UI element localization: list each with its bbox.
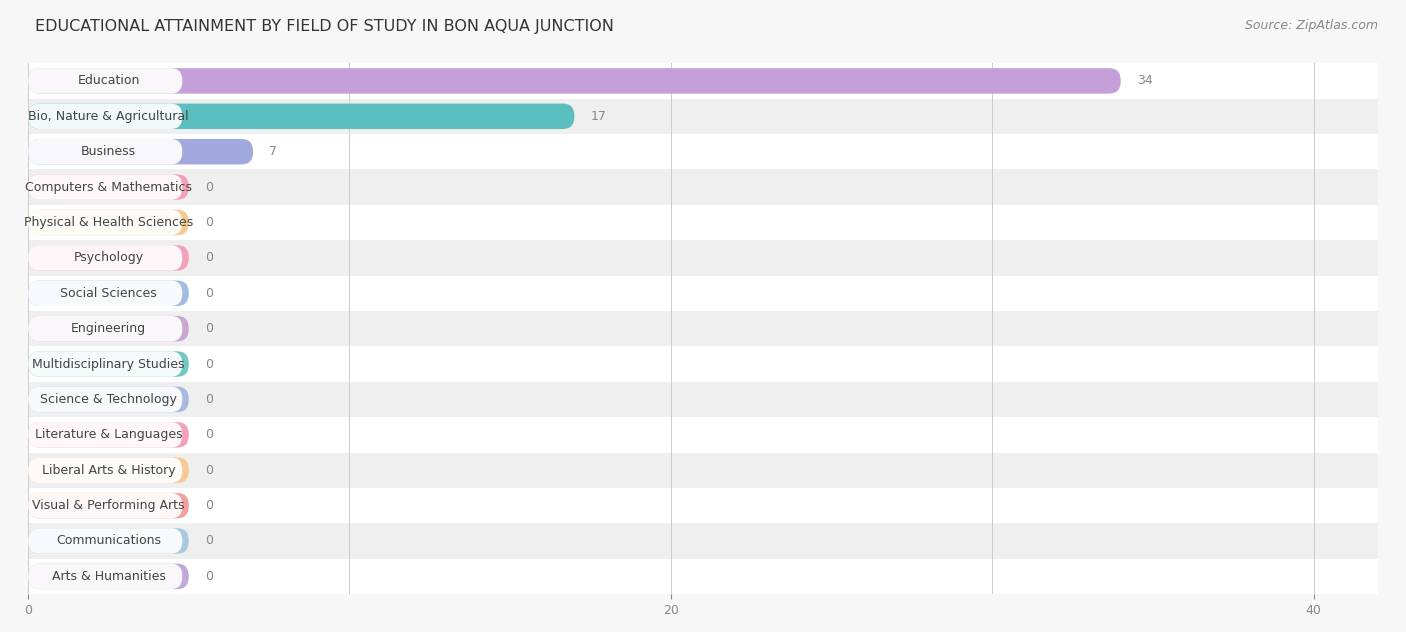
Text: Literature & Languages: Literature & Languages [35, 428, 183, 441]
Text: 0: 0 [205, 499, 212, 512]
Text: Computers & Mathematics: Computers & Mathematics [25, 181, 193, 193]
Text: Communications: Communications [56, 535, 160, 547]
FancyBboxPatch shape [28, 169, 1378, 205]
Text: 0: 0 [205, 535, 212, 547]
FancyBboxPatch shape [28, 351, 183, 377]
FancyBboxPatch shape [28, 245, 188, 270]
Text: 0: 0 [205, 287, 212, 300]
FancyBboxPatch shape [28, 422, 183, 447]
Text: Education: Education [77, 75, 139, 87]
Text: 34: 34 [1137, 75, 1153, 87]
FancyBboxPatch shape [28, 422, 188, 447]
Text: 0: 0 [205, 428, 212, 441]
FancyBboxPatch shape [28, 488, 1378, 523]
FancyBboxPatch shape [28, 134, 1378, 169]
FancyBboxPatch shape [28, 316, 188, 341]
Text: Social Sciences: Social Sciences [60, 287, 157, 300]
FancyBboxPatch shape [28, 210, 183, 235]
FancyBboxPatch shape [28, 387, 188, 412]
Text: 0: 0 [205, 393, 212, 406]
Text: 0: 0 [205, 570, 212, 583]
FancyBboxPatch shape [28, 528, 183, 554]
Text: Engineering: Engineering [70, 322, 146, 335]
Text: Visual & Performing Arts: Visual & Performing Arts [32, 499, 184, 512]
FancyBboxPatch shape [28, 564, 188, 589]
Text: 0: 0 [205, 181, 212, 193]
FancyBboxPatch shape [28, 245, 183, 270]
FancyBboxPatch shape [28, 453, 1378, 488]
FancyBboxPatch shape [28, 174, 188, 200]
FancyBboxPatch shape [28, 174, 183, 200]
Text: 0: 0 [205, 322, 212, 335]
FancyBboxPatch shape [28, 351, 188, 377]
FancyBboxPatch shape [28, 99, 1378, 134]
Text: Business: Business [82, 145, 136, 158]
FancyBboxPatch shape [28, 523, 1378, 559]
FancyBboxPatch shape [28, 458, 188, 483]
Text: 7: 7 [269, 145, 277, 158]
FancyBboxPatch shape [28, 276, 1378, 311]
FancyBboxPatch shape [28, 458, 183, 483]
FancyBboxPatch shape [28, 316, 183, 341]
FancyBboxPatch shape [28, 564, 183, 589]
FancyBboxPatch shape [28, 382, 1378, 417]
Text: 0: 0 [205, 358, 212, 370]
FancyBboxPatch shape [28, 139, 253, 164]
FancyBboxPatch shape [28, 387, 183, 412]
Text: Bio, Nature & Agricultural: Bio, Nature & Agricultural [28, 110, 188, 123]
FancyBboxPatch shape [28, 63, 1378, 99]
FancyBboxPatch shape [28, 68, 183, 94]
FancyBboxPatch shape [28, 240, 1378, 276]
FancyBboxPatch shape [28, 205, 1378, 240]
FancyBboxPatch shape [28, 346, 1378, 382]
FancyBboxPatch shape [28, 311, 1378, 346]
FancyBboxPatch shape [28, 104, 183, 129]
Text: 17: 17 [591, 110, 606, 123]
Text: Liberal Arts & History: Liberal Arts & History [42, 464, 176, 477]
FancyBboxPatch shape [28, 68, 1121, 94]
FancyBboxPatch shape [28, 210, 188, 235]
Text: Physical & Health Sciences: Physical & Health Sciences [24, 216, 193, 229]
FancyBboxPatch shape [28, 139, 183, 164]
Text: Science & Technology: Science & Technology [39, 393, 177, 406]
FancyBboxPatch shape [28, 104, 575, 129]
FancyBboxPatch shape [28, 493, 188, 518]
Text: 0: 0 [205, 464, 212, 477]
FancyBboxPatch shape [28, 281, 183, 306]
Text: Source: ZipAtlas.com: Source: ZipAtlas.com [1244, 19, 1378, 32]
FancyBboxPatch shape [28, 559, 1378, 594]
FancyBboxPatch shape [28, 493, 183, 518]
Text: 0: 0 [205, 252, 212, 264]
Text: Arts & Humanities: Arts & Humanities [52, 570, 166, 583]
Text: 0: 0 [205, 216, 212, 229]
Text: Multidisciplinary Studies: Multidisciplinary Studies [32, 358, 184, 370]
FancyBboxPatch shape [28, 528, 188, 554]
Text: EDUCATIONAL ATTAINMENT BY FIELD OF STUDY IN BON AQUA JUNCTION: EDUCATIONAL ATTAINMENT BY FIELD OF STUDY… [35, 19, 614, 34]
FancyBboxPatch shape [28, 281, 188, 306]
Text: Psychology: Psychology [73, 252, 143, 264]
FancyBboxPatch shape [28, 417, 1378, 453]
